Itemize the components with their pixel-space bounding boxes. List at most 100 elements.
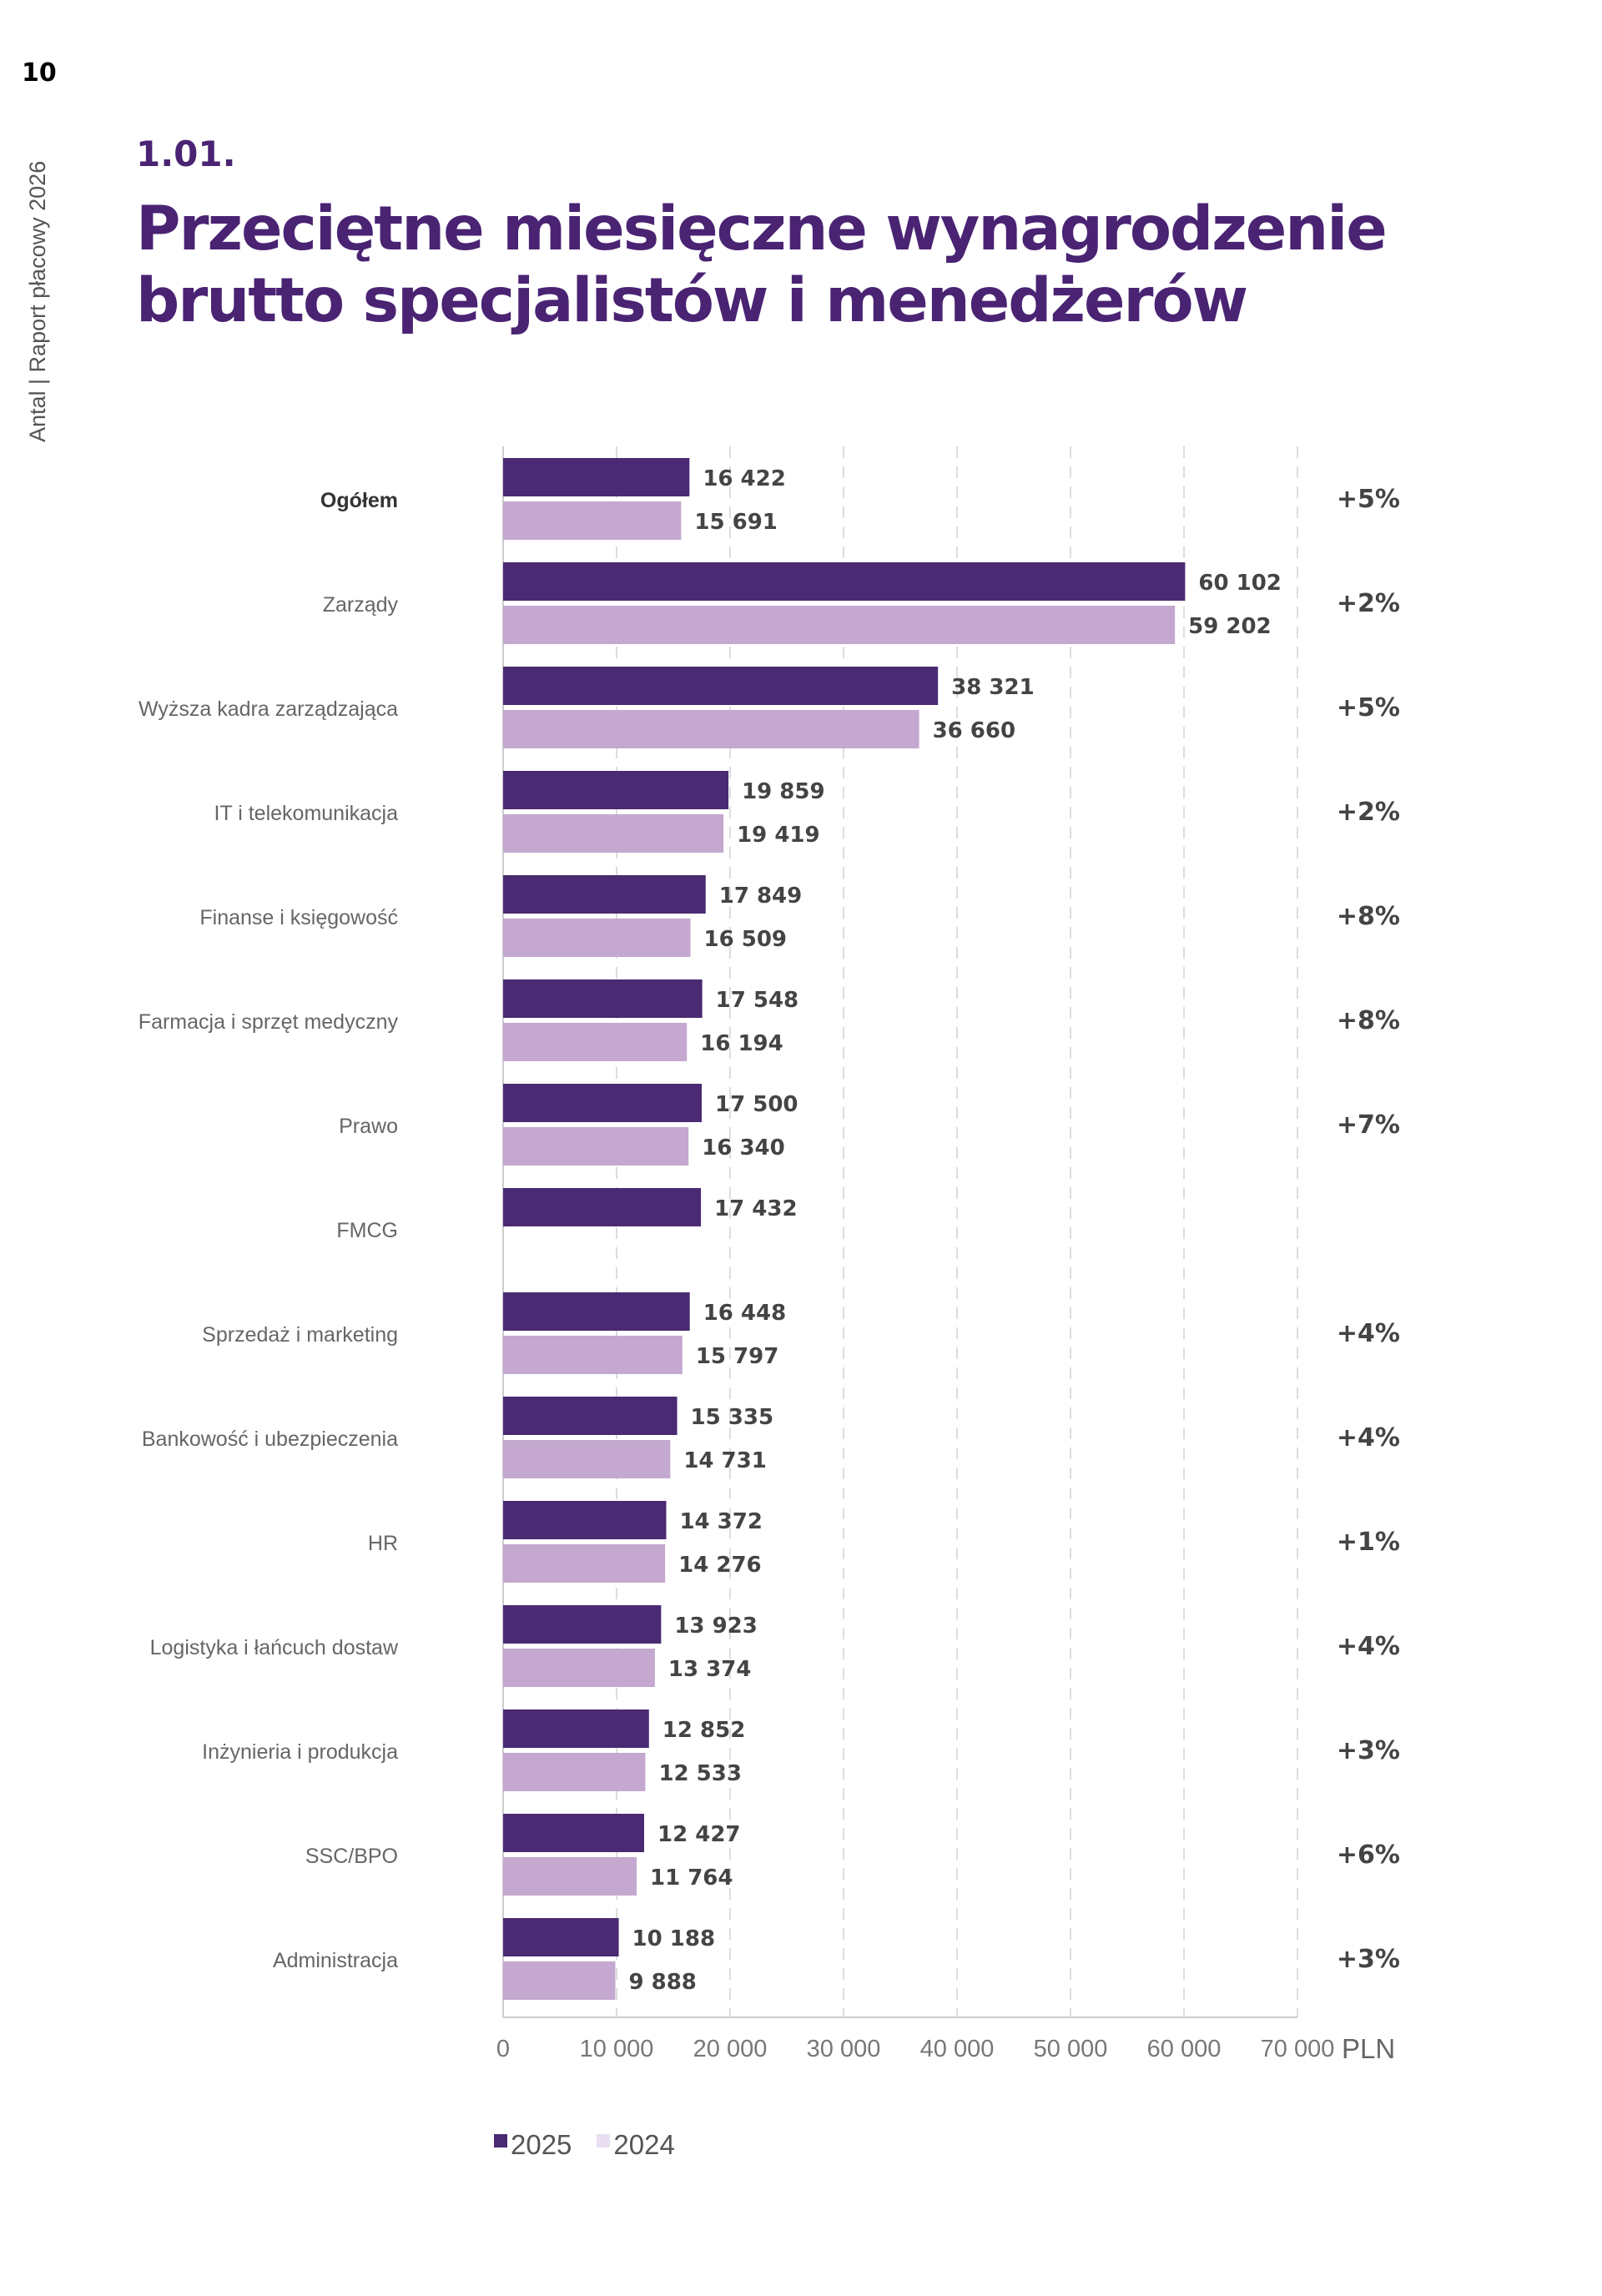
bar-2025-value-label: 17 548 bbox=[716, 988, 799, 1013]
change-percent-label: +2% bbox=[1337, 798, 1400, 827]
bar-2025 bbox=[503, 562, 1186, 601]
change-percent-label: +8% bbox=[1337, 1006, 1400, 1035]
category-label: Farmacja i sprzęt medyczny bbox=[139, 1010, 399, 1034]
bar-2025-value-label: 38 321 bbox=[951, 675, 1035, 700]
category-label: Wyższa kadra zarządzająca bbox=[139, 697, 398, 721]
page-number: 10 bbox=[22, 58, 57, 88]
bar-2024-value-label: 14 731 bbox=[683, 1448, 767, 1473]
change-percent-label: +7% bbox=[1337, 1110, 1400, 1140]
section-number: 1.01. bbox=[136, 133, 236, 174]
change-percent-label: +5% bbox=[1337, 693, 1400, 723]
legend-item-2025: 2025 bbox=[494, 2129, 572, 2161]
bar-2024-value-label: 16 509 bbox=[704, 927, 788, 952]
category-label: HR bbox=[368, 1532, 398, 1555]
category-label: Administracja bbox=[273, 1949, 398, 1972]
bar-2025 bbox=[503, 1397, 678, 1435]
bar-2024 bbox=[503, 501, 682, 540]
category-label: FMCG bbox=[336, 1219, 398, 1242]
x-tick-label: 70 000 bbox=[1261, 2036, 1335, 2062]
category-label: Prawo bbox=[339, 1115, 398, 1138]
category-label: IT i telekomunikacja bbox=[214, 802, 399, 825]
category-label: Logistyka i łańcuch dostaw bbox=[150, 1636, 399, 1659]
bar-2025-value-label: 19 859 bbox=[742, 779, 825, 804]
x-tick-label: 20 000 bbox=[693, 2036, 768, 2062]
bar-2025-value-label: 14 372 bbox=[679, 1509, 763, 1534]
bar-2024-value-label: 16 340 bbox=[702, 1135, 785, 1161]
bar-2024 bbox=[503, 606, 1176, 644]
bar-2025-value-label: 16 448 bbox=[703, 1301, 787, 1326]
x-tick-label: 40 000 bbox=[920, 2036, 995, 2062]
change-percent-label: +4% bbox=[1337, 1632, 1400, 1661]
bar-2025 bbox=[503, 875, 706, 914]
x-tick-label: 60 000 bbox=[1147, 2036, 1222, 2062]
bar-2024 bbox=[503, 1857, 637, 1896]
bar-2024 bbox=[503, 1023, 688, 1061]
bar-2024-value-label: 9 888 bbox=[628, 1970, 696, 1995]
bar-2025 bbox=[503, 1084, 702, 1122]
bar-2025 bbox=[503, 667, 939, 705]
bar-2024 bbox=[503, 1753, 646, 1791]
legend-swatch-2024 bbox=[597, 2134, 611, 2147]
bar-2024-value-label: 15 691 bbox=[694, 510, 778, 535]
bar-2025-value-label: 17 849 bbox=[719, 884, 803, 909]
bar-2025 bbox=[503, 1814, 645, 1852]
x-tick-label: 30 000 bbox=[807, 2036, 881, 2062]
legend-label-2024: 2024 bbox=[613, 2129, 675, 2160]
bar-2024 bbox=[503, 1961, 616, 2000]
legend-item-2024: 2024 bbox=[597, 2129, 675, 2161]
change-percent-label: +4% bbox=[1337, 1319, 1400, 1348]
bar-2025 bbox=[503, 1501, 667, 1539]
category-label: Zarządy bbox=[323, 593, 399, 617]
bar-2025 bbox=[503, 1292, 690, 1331]
bar-2024-value-label: 12 533 bbox=[658, 1761, 742, 1786]
bar-2024 bbox=[503, 710, 919, 748]
legend-label-2025: 2025 bbox=[511, 2129, 572, 2160]
x-tick-label: 0 bbox=[496, 2036, 510, 2062]
change-percent-label: +4% bbox=[1337, 1423, 1400, 1453]
change-percent-label: +3% bbox=[1337, 1736, 1400, 1765]
bar-2024-value-label: 36 660 bbox=[933, 718, 1016, 743]
bar-2025-value-label: 17 500 bbox=[715, 1092, 798, 1117]
bar-2025-value-label: 17 432 bbox=[714, 1196, 798, 1221]
bar-2024 bbox=[503, 814, 724, 853]
bar-2024-value-label: 16 194 bbox=[700, 1031, 783, 1056]
category-label: Finanse i księgowość bbox=[199, 906, 398, 929]
bar-2025-value-label: 60 102 bbox=[1198, 571, 1282, 596]
unit-label: PLN bbox=[1342, 2033, 1395, 2064]
bar-2024-value-label: 15 797 bbox=[696, 1344, 779, 1369]
legend-swatch-2025 bbox=[494, 2134, 507, 2147]
bar-2025 bbox=[503, 1709, 649, 1748]
bar-2025-value-label: 12 852 bbox=[662, 1718, 746, 1743]
bar-2024 bbox=[503, 919, 691, 957]
bar-2025-value-label: 12 427 bbox=[657, 1822, 741, 1847]
bar-2024 bbox=[503, 1336, 683, 1374]
bar-2025 bbox=[503, 979, 703, 1018]
change-percent-label: +1% bbox=[1337, 1528, 1400, 1557]
chart-legend: 2025 2024 bbox=[494, 2129, 700, 2161]
bar-2024 bbox=[503, 1649, 655, 1687]
change-percent-label: +8% bbox=[1337, 902, 1400, 931]
bar-2024-value-label: 14 276 bbox=[678, 1553, 762, 1578]
bar-2024 bbox=[503, 1127, 689, 1166]
bar-2024-value-label: 19 419 bbox=[737, 823, 820, 848]
bar-2024 bbox=[503, 1544, 666, 1583]
bar-2025-value-label: 16 422 bbox=[703, 466, 786, 491]
bar-2025-value-label: 10 188 bbox=[632, 1926, 716, 1951]
change-percent-label: +3% bbox=[1337, 1945, 1400, 1974]
category-label: Ogółem bbox=[320, 489, 398, 512]
category-label: Inżynieria i produkcja bbox=[202, 1740, 398, 1764]
page-title-line-2: brutto specjalistów i menedżerów bbox=[136, 265, 1248, 336]
category-label: SSC/BPO bbox=[305, 1845, 398, 1868]
change-percent-label: +5% bbox=[1337, 485, 1400, 514]
x-tick-label: 10 000 bbox=[580, 2036, 654, 2062]
page-title: Przeciętne miesięczne wynagrodzenie brut… bbox=[136, 194, 1471, 337]
x-tick-label: 50 000 bbox=[1034, 2036, 1108, 2062]
page-title-line-1: Przeciętne miesięczne wynagrodzenie bbox=[136, 194, 1388, 264]
bar-2025-value-label: 15 335 bbox=[691, 1405, 774, 1430]
bar-2025-value-label: 13 923 bbox=[674, 1614, 758, 1639]
bar-2024-value-label: 13 374 bbox=[668, 1657, 752, 1682]
bar-2025 bbox=[503, 1605, 662, 1644]
change-percent-label: +2% bbox=[1337, 589, 1400, 618]
bar-2025 bbox=[503, 1918, 619, 1956]
